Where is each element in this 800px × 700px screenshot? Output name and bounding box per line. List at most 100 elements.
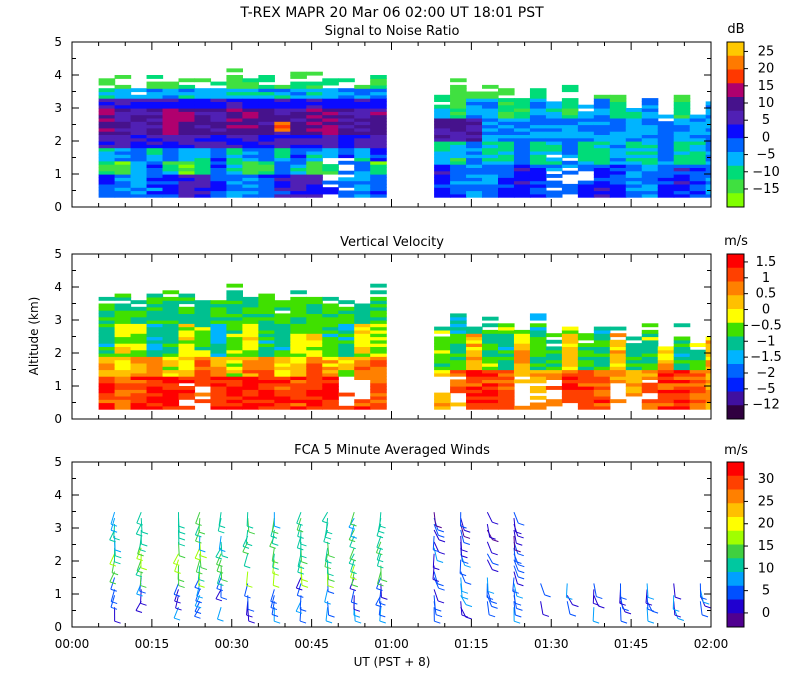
wind-barb-flag [173, 593, 181, 597]
heat-cell [657, 372, 675, 377]
heat-cell [338, 108, 355, 112]
wind-barb-flag [491, 605, 498, 609]
heat-cell [529, 336, 547, 341]
heat-cell [529, 389, 547, 394]
heat-cell [450, 164, 467, 168]
heat-cell [561, 144, 579, 149]
wind-barb-flag [114, 561, 121, 565]
heat-cell [577, 190, 595, 195]
heat-cell [210, 127, 228, 132]
heat-cell [370, 349, 387, 354]
y-tick-label: 3 [54, 313, 62, 327]
heat-cell [306, 187, 323, 192]
heat-cell [705, 164, 711, 168]
heat-cell [130, 187, 148, 192]
heat-cell [290, 91, 307, 96]
heat-cell [498, 392, 515, 397]
heat-cell [242, 359, 259, 364]
heat-cell [162, 190, 180, 195]
heat-cell [434, 154, 451, 159]
heat-cell [529, 353, 547, 357]
heat-cell [434, 343, 451, 347]
wind-barb-flag [218, 530, 225, 534]
heat-cell [114, 75, 132, 79]
heat-cell [625, 154, 643, 159]
wind-barb-staff [459, 559, 462, 574]
heat-cell [593, 108, 611, 112]
heat-cell [466, 167, 483, 172]
heat-cell [338, 117, 355, 122]
wind-barb-staff [350, 512, 355, 525]
heat-cell [194, 339, 212, 344]
heat-cell [242, 183, 259, 188]
heat-cell [545, 150, 563, 155]
heat-cell [689, 180, 707, 185]
heat-cell [226, 316, 243, 321]
heat-cell [322, 362, 339, 367]
heat-cell [577, 144, 595, 149]
wind-barb-flag [544, 594, 551, 598]
heat-cell [210, 190, 228, 195]
heat-cell [466, 127, 483, 132]
heat-cell [609, 177, 627, 182]
heat-cell [322, 310, 339, 314]
heat-cell [498, 154, 515, 159]
heat-cell [705, 372, 711, 377]
heat-cell [258, 193, 275, 198]
heat-cell [434, 177, 451, 182]
heat-cell [354, 316, 371, 321]
heat-cell [338, 329, 355, 334]
heat-cell [98, 296, 116, 301]
heat-cell [450, 329, 467, 334]
heat-cell [274, 108, 291, 112]
heat-cell [561, 88, 579, 93]
heat-cell [146, 190, 164, 195]
wind-barb-flag [438, 551, 445, 555]
heat-cell [178, 150, 196, 155]
heat-cell [274, 144, 291, 149]
heat-cell [482, 405, 499, 410]
wind-barb-flag [461, 596, 469, 600]
heat-cell [258, 174, 275, 178]
heat-cell [114, 108, 132, 112]
wind-barb-flag [178, 585, 185, 589]
heat-cell [114, 167, 132, 172]
heat-cell [130, 320, 148, 324]
heat-cell [242, 94, 259, 99]
wind-barb-flag [620, 596, 627, 600]
heat-cell [114, 141, 132, 145]
heat-cell [466, 150, 483, 155]
heat-cell [242, 124, 259, 129]
heat-cell [498, 405, 515, 410]
heat-cell [130, 382, 148, 387]
heat-cell [529, 94, 547, 99]
heat-cell [354, 187, 371, 192]
heat-cell [593, 326, 611, 331]
heat-cell [242, 177, 259, 182]
heat-cell [641, 343, 659, 347]
x-tick-label: 02:00 [694, 637, 729, 651]
heat-cell [322, 399, 339, 404]
heat-cell [178, 392, 196, 397]
heat-cell [114, 170, 132, 175]
heat-cell [513, 154, 531, 159]
heat-cell [114, 356, 132, 361]
heat-cell [274, 300, 291, 305]
heat-cell [194, 127, 212, 132]
heat-cell [689, 164, 707, 168]
heat-cell [482, 94, 499, 99]
wind-barb-flag [322, 520, 329, 524]
wind-barb-flag [593, 602, 600, 606]
heat-cell [609, 326, 627, 331]
heat-cell [577, 336, 595, 341]
heat-cell [130, 336, 148, 341]
wind-barb-staff [215, 589, 222, 600]
heat-cell [561, 127, 579, 132]
heat-cell [242, 402, 259, 407]
wind-barb-staff [195, 559, 201, 573]
heat-cell [130, 379, 148, 384]
heat-cell [657, 190, 675, 195]
heat-cell [577, 160, 595, 165]
heat-cell [641, 372, 659, 377]
